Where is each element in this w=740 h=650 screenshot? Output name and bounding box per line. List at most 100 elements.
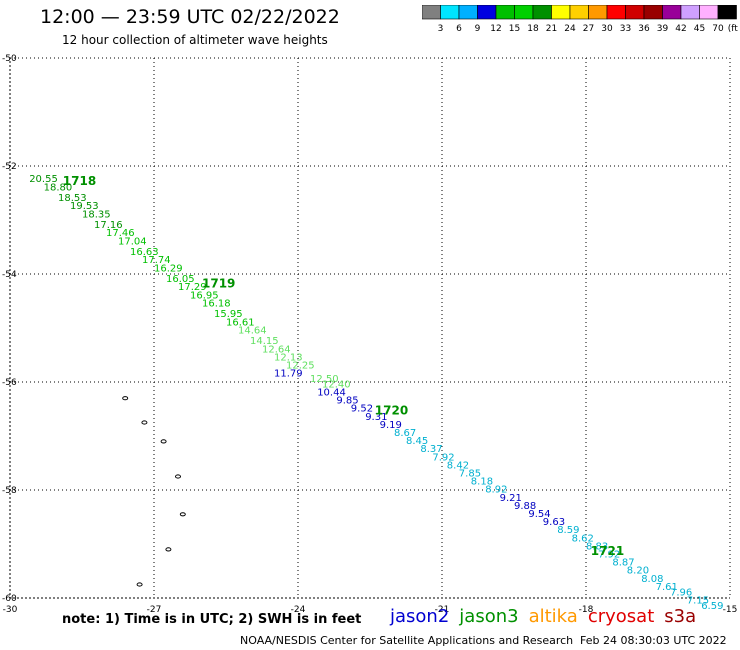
wave-height-label: 8.45	[406, 436, 428, 447]
wave-height-label: 16.61	[226, 317, 255, 328]
lat-tick-label: -52	[2, 162, 17, 172]
lon-tick-label: -24	[291, 605, 306, 615]
colorbar-tick-label: 27	[583, 24, 594, 34]
lat-tick-label: -56	[2, 378, 17, 388]
wave-height-label: 9.21	[500, 493, 522, 504]
legend-item-cryosat: cryosat	[587, 606, 655, 627]
credit-timestamp: Feb 24 08:30:03 UTC 2022	[580, 634, 727, 647]
map-frame	[9, 57, 731, 599]
wave-height-label: 14.64	[238, 325, 267, 336]
wave-height-label: 9.63	[543, 517, 565, 528]
island-shape	[160, 439, 167, 444]
lat-tick-label: -50	[2, 54, 17, 64]
wave-height-label: 8.20	[627, 566, 649, 577]
wave-height-label: 8.62	[572, 533, 594, 544]
track-number-label: 1720	[375, 403, 408, 417]
wave-height-label: 9.52	[351, 404, 373, 415]
colorbar-tick-label: 15	[509, 24, 520, 34]
wave-height-label: 17.16	[94, 220, 123, 231]
wave-height-label: 12.50	[310, 374, 339, 385]
colorbar-swatch	[717, 5, 737, 20]
legend-item-jason3: jason3	[459, 606, 519, 627]
colorbar-tick-label: 9	[475, 24, 481, 34]
wave-height-label: 16.18	[202, 298, 231, 309]
colorbar-unit: (ft)	[728, 24, 738, 34]
wave-height-label: 8.37	[420, 444, 442, 455]
lon-tick-label: -18	[579, 605, 594, 615]
wave-height-label: 16.95	[190, 290, 219, 301]
wave-height-label: 9.54	[528, 509, 550, 520]
colorbar-tick-label: 36	[638, 24, 650, 34]
colorbar-tick-label: 42	[675, 24, 686, 34]
wave-height-label: 8.67	[394, 428, 416, 439]
colorbar-tick-label: 45	[694, 24, 705, 34]
colorbar-tick-label: 12	[490, 24, 501, 34]
wave-height-label: 9.19	[380, 420, 402, 431]
wave-height-label: 8.08	[641, 574, 663, 585]
island-group	[122, 396, 186, 587]
legend-item-jason2: jason2	[390, 606, 450, 627]
map-grid	[9, 57, 731, 599]
lon-tick-label: -21	[435, 605, 450, 615]
colorbar-tick-label: 3	[438, 24, 444, 34]
wave-height-label: 6.59	[701, 601, 723, 612]
wave-height-points: 20.5518.8018.5319.5318.3517.1617.4617.04…	[29, 174, 723, 612]
island-shape	[136, 582, 143, 587]
colorbar-tick-label: 33	[620, 24, 631, 34]
wave-height-label: 16.05	[166, 274, 195, 285]
lon-tick-label: -30	[3, 605, 18, 615]
wave-height-label: 7.85	[459, 469, 481, 480]
island-shape	[179, 512, 186, 517]
wave-height-label: 17.29	[178, 282, 207, 293]
wave-height-label: 11.79	[274, 369, 303, 380]
island-shape	[165, 547, 172, 552]
wave-height-label: 18.35	[82, 209, 111, 220]
wave-height-label: 7.61	[656, 582, 678, 593]
wave-height-label: 9.31	[365, 412, 387, 423]
lat-tick-label: -54	[2, 270, 17, 280]
wave-height-label: 7.92	[598, 550, 620, 561]
wave-height-label: 14.15	[250, 336, 279, 347]
satellite-legend: jason2 jason3 altika cryosat s3a	[390, 606, 706, 627]
legend-item-s3a: s3a	[664, 606, 697, 627]
wave-height-label: 19.53	[70, 201, 99, 212]
wave-height-label: 17.46	[106, 228, 135, 239]
wave-height-label: 10.44	[317, 388, 346, 399]
wave-height-label: 8.92	[485, 485, 507, 496]
wave-height-label: 8.59	[557, 525, 579, 536]
wave-height-label: 12.25	[286, 361, 315, 372]
page-title: 12:00 — 23:59 UTC 02/22/2022	[40, 6, 340, 28]
wave-height-label: 9.88	[514, 501, 536, 512]
wave-height-label: 16.63	[130, 247, 159, 258]
wave-height-label: 20.55	[29, 174, 58, 185]
colorbar-tick-label: 30	[601, 24, 613, 34]
axis-ticks: -30 -27 -24 -21 -18 -15 -50 -52 -54 -56 -58 -60	[2, 54, 737, 615]
wave-height-label: 15.95	[214, 309, 243, 320]
lat-tick-label: -60	[2, 594, 17, 604]
legend-item-altika: altika	[528, 606, 578, 627]
island-shape	[122, 396, 129, 401]
colorbar-tick-label: 24	[564, 24, 576, 34]
lon-tick-label: -15	[723, 605, 738, 615]
credit-text: NOAA/NESDIS Center for Satellite Applica…	[240, 634, 574, 647]
note-text: note: 1) Time is in UTC; 2) SWH is in fe…	[62, 612, 362, 627]
wave-height-label: 9.85	[336, 396, 358, 407]
lat-tick-label: -58	[2, 486, 17, 496]
wave-height-label: 8.18	[471, 477, 493, 488]
wave-height-label: 8.87	[612, 558, 634, 569]
wave-height-label: 7.96	[670, 587, 692, 598]
colorbar-tick-label: 6	[456, 24, 462, 34]
wave-height-label: 7.15	[687, 595, 709, 606]
wave-height-label: 8.83	[586, 541, 608, 552]
wave-height-label: 16.29	[154, 263, 183, 274]
track-number-label: 1719	[202, 277, 235, 291]
track-labels: 1718 1719 1720 1721	[63, 174, 624, 558]
wave-height-label: 18.80	[44, 182, 73, 193]
lon-tick-label: -27	[147, 605, 162, 615]
track-number-label: 1718	[63, 174, 96, 188]
wave-height-label: 12.40	[322, 379, 351, 390]
wave-height-label: 12.13	[274, 352, 303, 363]
wave-height-label: 17.04	[118, 236, 147, 247]
